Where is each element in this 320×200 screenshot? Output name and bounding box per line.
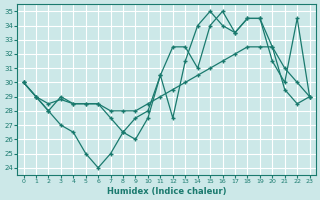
- X-axis label: Humidex (Indice chaleur): Humidex (Indice chaleur): [107, 187, 226, 196]
